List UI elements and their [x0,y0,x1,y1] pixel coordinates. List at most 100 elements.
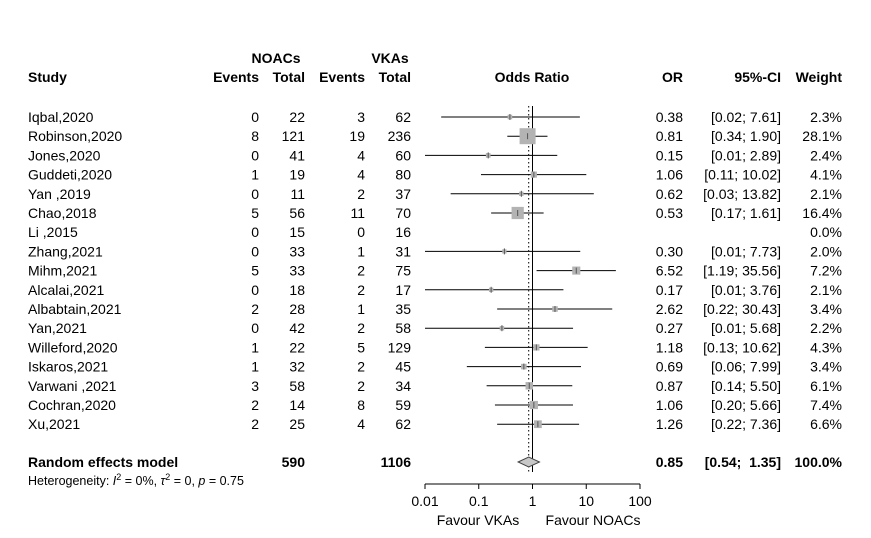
x-axis: 0.01 0.1 1 10 100 [411,483,652,509]
ci-value: [0.22; 7.36] [711,416,781,432]
weight-value: 2.2% [810,320,842,336]
events-vkas: 2 [357,378,365,394]
total-noacs: 58 [289,378,305,394]
weight-value: 2.3% [810,109,842,125]
header-noacs: NOACs [251,50,300,66]
or-value: 1.06 [656,397,683,413]
plot-marks [425,106,616,472]
study-name: Yan,2021 [28,320,87,336]
or-value: 0.27 [656,320,683,336]
study-name: Li ,2015 [28,224,78,240]
study-name: Willeford,2020 [28,339,118,355]
events-vkas: 4 [357,147,365,163]
total-vkas: 31 [395,243,411,259]
column-headers: NOACs VKAs Study Events Total Events Tot… [28,50,842,85]
or-value: 0.30 [656,243,683,259]
events-vkas: 0 [357,224,365,240]
total-vkas: 45 [395,359,411,375]
total-vkas: 75 [395,263,411,279]
ci-value: [1.19; 35.56] [703,263,781,279]
total-vkas: 70 [395,205,411,221]
study-name: Jones,2020 [28,147,101,163]
weight-value: 3.4% [810,301,842,317]
study-name: Chao,2018 [28,205,97,221]
ci-value: [0.13; 10.62] [703,339,781,355]
total-noacs: 25 [289,416,305,432]
total-noacs: 22 [289,109,305,125]
ci-value: [0.11; 10.02] [704,167,781,183]
total-noacs: 32 [289,359,305,375]
ci-value: [0.17; 1.61] [711,205,781,221]
weight-value: 2.0% [810,243,842,259]
total-noacs: 41 [289,147,305,163]
events-noacs: 2 [251,397,259,413]
total-noacs: 19 [289,167,305,183]
pooled-or: 0.85 [656,454,683,470]
events-noacs: 2 [251,301,259,317]
events-vkas: 1 [357,301,365,317]
events-noacs: 2 [251,416,259,432]
ci-value: [0.03; 13.82] [703,186,781,202]
header-or: OR [662,69,683,85]
pooled-row: Random effects model 590 1106 0.85 [0.54… [28,454,843,470]
ci-value: [0.02; 7.61] [711,109,781,125]
total-vkas: 80 [395,167,411,183]
header-weight: Weight [796,69,843,85]
events-vkas: 11 [350,205,365,221]
ci-value: [0.01; 5.68] [711,320,781,336]
weight-value: 6.1% [810,378,842,394]
events-noacs: 1 [251,339,259,355]
or-value: 1.18 [656,339,683,355]
favour-left-label: Favour VKAs [437,512,519,528]
ci-value: [0.22; 30.43] [703,301,781,317]
events-vkas: 1 [357,243,365,259]
study-name: Yan ,2019 [28,186,91,202]
events-noacs: 3 [251,378,259,394]
study-name: Robinson,2020 [28,128,122,144]
total-noacs: 22 [289,339,305,355]
total-noacs: 28 [289,301,305,317]
total-vkas: 129 [388,339,412,355]
or-value: 0.53 [656,205,683,221]
pooled-label: Random effects model [28,454,178,470]
events-noacs: 5 [251,205,259,221]
weight-value: 7.4% [810,397,842,413]
total-vkas: 59 [395,397,411,413]
ci-value: [0.01; 7.73] [711,243,781,259]
or-value: 0.87 [656,378,683,394]
weight-value: 2.1% [810,282,842,298]
total-noacs: 33 [289,243,305,259]
weight-value: 16.4% [802,205,842,221]
events-vkas: 2 [357,282,365,298]
study-name: Cochran,2020 [28,397,116,413]
weight-value: 7.2% [810,263,842,279]
events-vkas: 4 [357,416,365,432]
events-noacs: 8 [251,128,259,144]
header-odds-ratio: Odds Ratio [495,69,570,85]
or-value: 6.52 [656,263,683,279]
ci-value: [0.20; 5.66] [711,397,781,413]
or-value: 1.26 [656,416,683,432]
events-noacs: 0 [251,147,259,163]
ci-value: [0.14; 5.50] [711,378,781,394]
total-noacs: 33 [289,263,305,279]
ci-value: [0.06; 7.99] [711,359,781,375]
x-tick-label: 100 [628,493,652,509]
events-vkas: 4 [357,167,365,183]
events-noacs: 0 [251,320,259,336]
total-vkas: 35 [395,301,411,317]
events-noacs: 5 [251,263,259,279]
events-vkas: 2 [357,359,365,375]
total-vkas: 34 [395,378,411,394]
events-noacs: 1 [251,359,259,375]
or-value: 0.69 [656,359,683,375]
header-study: Study [28,69,67,85]
ci-value: [0.01; 2.89] [711,147,781,163]
or-value: 0.62 [656,186,683,202]
total-vkas: 236 [388,128,412,144]
or-value: 0.15 [656,147,683,163]
events-noacs: 0 [251,243,259,259]
pooled-total-2: 1106 [381,454,412,470]
pooled-total-1: 590 [282,454,306,470]
study-name: Albabtain,2021 [28,301,122,317]
